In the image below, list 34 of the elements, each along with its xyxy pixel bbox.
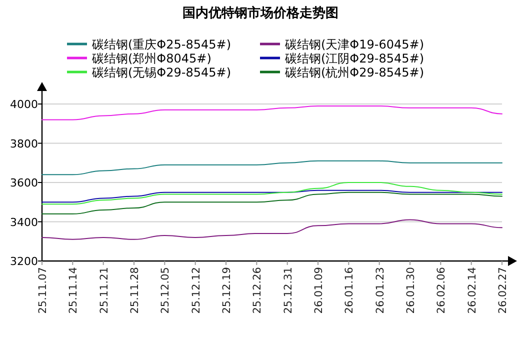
x-tick-label: 25.11.28 — [129, 267, 141, 314]
line-series — [42, 192, 502, 214]
legend-label: 碳结钢(郑州Φ8045#) — [91, 52, 212, 66]
x-tick-label: 26.02.14 — [466, 266, 478, 314]
legend-label: 碳结钢(无锡Φ29-8545#) — [91, 66, 232, 80]
line-series — [42, 105, 502, 120]
line-series — [42, 190, 502, 203]
x-tick-label: 26.01.09 — [313, 267, 325, 314]
x-tick-label: 25.11.21 — [98, 267, 110, 314]
x-tick-label: 25.12.26 — [252, 266, 264, 314]
x-tick-label: 26.02.06 — [436, 266, 448, 314]
x-tick-label: 25.12.19 — [221, 267, 233, 314]
x-tick-label: 26.02.27 — [497, 267, 509, 314]
y-tick-label: 4000 — [10, 98, 38, 111]
legend-label: 碳结钢(天津Φ19-6045#) — [284, 38, 424, 52]
x-tick-label: 26.01.30 — [405, 267, 417, 314]
x-tick-label: 25.12.12 — [190, 267, 202, 314]
y-tick-label: 3800 — [10, 137, 38, 150]
y-tick-label: 3400 — [10, 216, 38, 229]
chart-title: 国内优特钢市场价格走势图 — [182, 5, 338, 21]
x-tick-label: 25.11.07 — [37, 267, 49, 314]
legend-label: 碳结钢(杭州Φ29-8545#) — [284, 66, 424, 80]
line-series — [42, 160, 502, 176]
x-tick-label: 25.11.14 — [68, 266, 80, 314]
x-tick-label: 26.01.16 — [344, 266, 356, 314]
y-tick-label: 3200 — [10, 255, 38, 268]
y-tick-label: 3600 — [10, 176, 38, 190]
legend-label: 碳结钢(重庆Φ25-8545#) — [91, 38, 232, 52]
x-tick-label: 25.12.05 — [160, 267, 172, 314]
x-tick-label: 25.12.31 — [282, 267, 294, 314]
x-tick-label: 26.01.23 — [374, 267, 386, 314]
line-series — [42, 219, 502, 240]
legend-label: 碳结钢(江阴Φ29-8545#) — [284, 52, 424, 66]
line-series — [42, 182, 502, 205]
